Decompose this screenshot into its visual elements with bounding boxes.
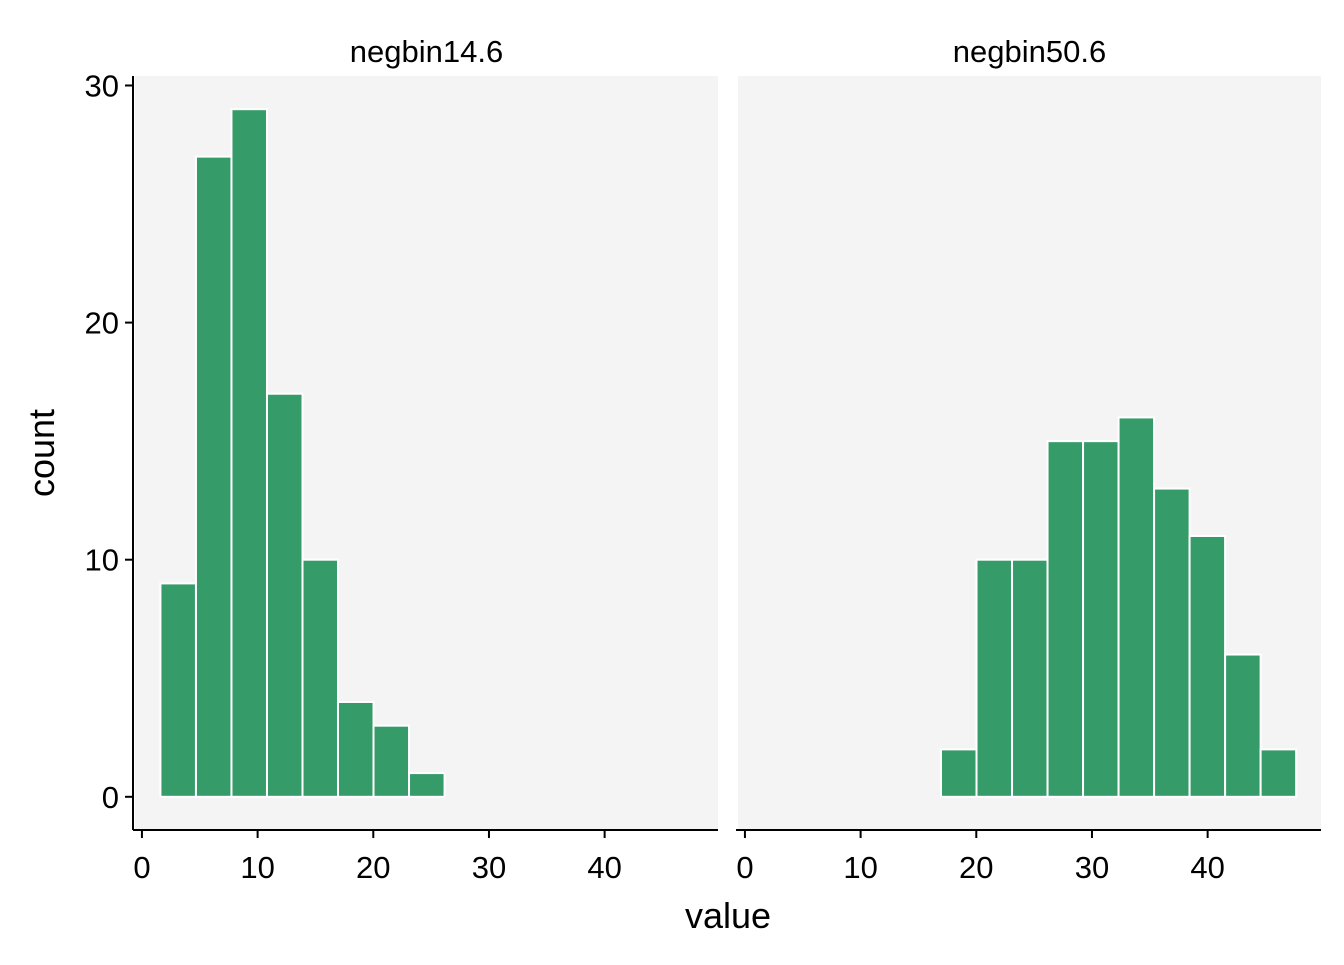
histogram-bar bbox=[1188, 534, 1227, 798]
histogram-bar bbox=[337, 700, 375, 798]
histogram-bar bbox=[1153, 487, 1191, 798]
histogram-bar bbox=[1011, 558, 1049, 798]
histogram-bar bbox=[265, 392, 304, 798]
histogram-bar bbox=[372, 724, 411, 798]
facet-label: negbin14.6 bbox=[350, 34, 503, 69]
histogram-bar bbox=[408, 772, 446, 798]
histogram-bar bbox=[230, 108, 268, 798]
y-axis-title: count bbox=[21, 409, 62, 497]
x-tick-label: 20 bbox=[959, 850, 993, 885]
histogram-bar bbox=[1117, 416, 1156, 798]
facet-label: negbin50.6 bbox=[953, 34, 1106, 69]
x-tick-label: 40 bbox=[1190, 850, 1224, 885]
x-tick-label: 10 bbox=[240, 850, 274, 885]
histogram-bar bbox=[1082, 440, 1120, 798]
x-tick-label: 30 bbox=[472, 850, 506, 885]
x-axis-title: value bbox=[685, 895, 771, 936]
x-tick-label: 10 bbox=[843, 850, 877, 885]
y-tick-label: 0 bbox=[102, 780, 119, 815]
x-tick-label: 0 bbox=[736, 850, 753, 885]
histogram-bar bbox=[1046, 440, 1085, 798]
histogram-bar bbox=[194, 155, 233, 798]
y-tick-label: 10 bbox=[85, 543, 119, 578]
x-tick-label: 0 bbox=[133, 850, 150, 885]
y-tick-label: 30 bbox=[85, 68, 119, 103]
histogram-bar bbox=[975, 558, 1014, 798]
histogram-bar bbox=[940, 748, 978, 798]
y-tick-label: 20 bbox=[85, 306, 119, 341]
x-tick-label: 20 bbox=[356, 850, 390, 885]
histogram-bar bbox=[159, 582, 197, 798]
histogram-bar bbox=[301, 558, 340, 798]
x-tick-label: 40 bbox=[587, 850, 621, 885]
histogram-bar bbox=[1224, 653, 1262, 798]
histogram-bar bbox=[1259, 748, 1298, 798]
x-tick-label: 30 bbox=[1075, 850, 1109, 885]
